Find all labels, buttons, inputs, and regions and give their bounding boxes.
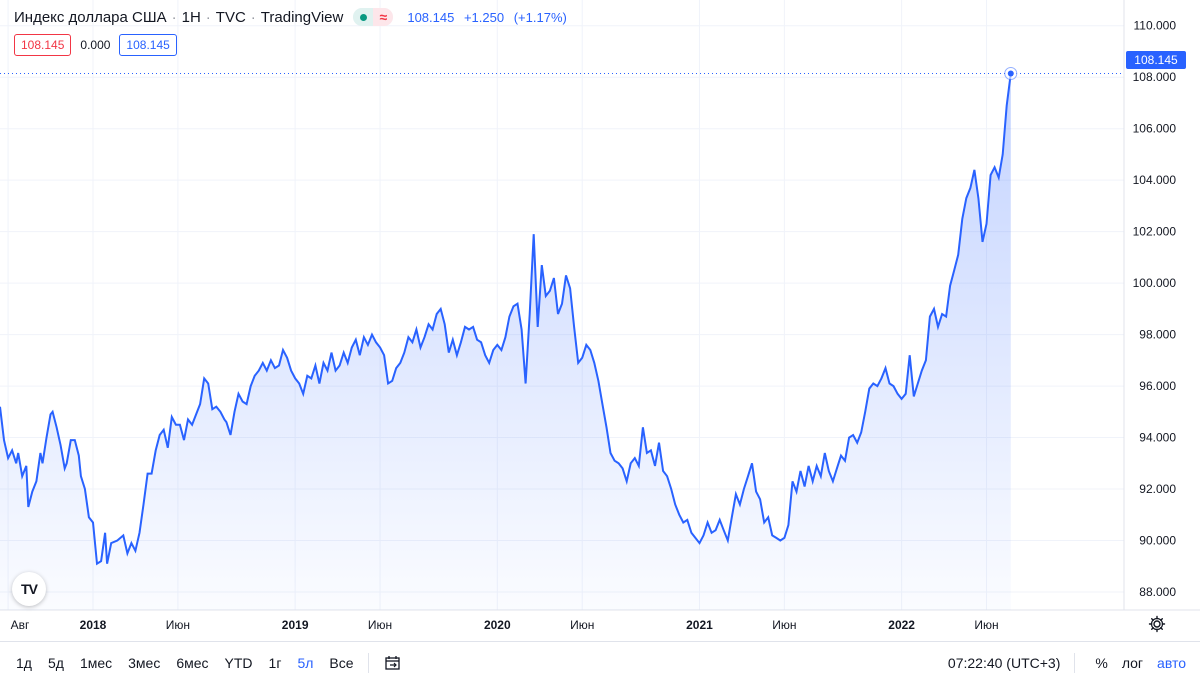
x-tick-label: 2019 bbox=[282, 618, 309, 632]
price-change: +1.250 bbox=[463, 9, 505, 25]
sell-price-box[interactable]: 108.145 bbox=[14, 34, 72, 56]
market-status[interactable]: ≈ bbox=[353, 8, 394, 26]
separator-dot: · bbox=[171, 8, 177, 26]
y-tick-label: 92.000 bbox=[1139, 482, 1176, 496]
timeframe-button[interactable]: 1д bbox=[16, 655, 32, 671]
bottom-right-controls: 07:22:40 (UTC+3) % лог авто bbox=[934, 642, 1186, 684]
y-tick-label: 88.000 bbox=[1139, 585, 1176, 599]
time-axis[interactable]: Авг 2018 Июн 2019 Июн 2020 Июн 2021 Июн 2022 Июн bbox=[11, 618, 999, 632]
last-point bbox=[1007, 70, 1014, 77]
y-tick-label: 100.000 bbox=[1133, 276, 1177, 290]
price-line bbox=[0, 73, 1012, 566]
price-boxes: 108.145 0.000 108.145 bbox=[14, 34, 177, 56]
logo-text: TV bbox=[21, 581, 38, 597]
last-price: 108.145 bbox=[407, 9, 455, 25]
separator-dot: · bbox=[205, 8, 211, 26]
separator-dot: · bbox=[250, 8, 256, 26]
spread-value: 0.000 bbox=[80, 38, 111, 52]
exchange: TVC bbox=[215, 8, 246, 26]
timeframe-button[interactable]: 6мес bbox=[176, 655, 209, 671]
y-tick-label: 104.000 bbox=[1133, 173, 1177, 187]
percent-scale-toggle[interactable]: % bbox=[1095, 655, 1108, 671]
symbol-name[interactable]: Индекс доллара США bbox=[14, 8, 167, 26]
price-change-percent: (+1.17%) bbox=[513, 9, 567, 25]
x-tick-label: Авг bbox=[11, 618, 30, 632]
x-tick-label: Июн bbox=[974, 618, 998, 632]
market-open-icon bbox=[353, 8, 374, 26]
x-tick-label: 2021 bbox=[686, 618, 713, 632]
timeframe-selector: 1д 5д 1мес 3мес 6мес YTD 1г 5л Все bbox=[8, 655, 362, 671]
y-tick-label: 102.000 bbox=[1133, 225, 1177, 239]
price-axis[interactable]: 110.000 108.000 106.000 104.000 102.000 100.0… bbox=[1133, 19, 1177, 599]
x-tick-label: 2018 bbox=[80, 618, 107, 632]
data-source: TradingView bbox=[260, 8, 344, 26]
delayed-data-icon: ≈ bbox=[373, 8, 394, 26]
buy-price-box[interactable]: 108.145 bbox=[119, 34, 177, 56]
bottom-toolbar: 1д 5д 1мес 3мес 6мес YTD 1г 5л Все 07:22:40 (UTC… bbox=[0, 641, 1200, 684]
x-tick-label: 2022 bbox=[888, 618, 915, 632]
timeframe-button[interactable]: 1г bbox=[268, 655, 282, 671]
timeframe-button[interactable]: 5д bbox=[47, 655, 64, 671]
y-tick-label: 108.000 bbox=[1133, 70, 1177, 84]
y-tick-label: 98.000 bbox=[1139, 328, 1176, 342]
date-range-icon[interactable] bbox=[383, 653, 403, 673]
chart[interactable]: 110.000 108.000 106.000 104.000 102.000 100.0… bbox=[0, 0, 1200, 641]
clock-timezone[interactable]: 07:22:40 (UTC+3) bbox=[947, 655, 1061, 671]
y-tick-label: 110.000 bbox=[1134, 19, 1177, 33]
divider bbox=[367, 653, 369, 673]
quote: 108.145 +1.250 (+1.17%) bbox=[407, 10, 573, 25]
timeframe-button[interactable]: 3мес bbox=[128, 655, 161, 671]
divider bbox=[1074, 653, 1076, 673]
y-tick-label: 96.000 bbox=[1139, 379, 1176, 393]
timeframe-button[interactable]: 1мес bbox=[79, 655, 113, 671]
x-tick-label: 2020 bbox=[484, 618, 511, 632]
chart-header: Индекс доллара США · 1Н · TVC · TradingV… bbox=[14, 6, 573, 28]
x-tick-label: Июн bbox=[368, 618, 392, 632]
x-tick-label: Июн bbox=[772, 618, 796, 632]
x-tick-label: Июн bbox=[570, 618, 594, 632]
y-tick-label: 94.000 bbox=[1139, 431, 1176, 445]
interval[interactable]: 1Н bbox=[181, 8, 201, 26]
tradingview-logo-icon[interactable]: TV bbox=[12, 572, 46, 606]
log-scale-toggle[interactable]: лог bbox=[1121, 655, 1144, 671]
x-tick-label: Июн bbox=[166, 618, 190, 632]
y-tick-label: 90.000 bbox=[1139, 534, 1176, 548]
area-fill bbox=[0, 73, 1011, 610]
y-tick-label: 106.000 bbox=[1133, 122, 1177, 136]
timeframe-button[interactable]: 5л bbox=[297, 655, 314, 671]
timeframe-button[interactable]: YTD bbox=[224, 655, 253, 671]
gear-icon[interactable] bbox=[1148, 615, 1166, 633]
timeframe-button[interactable]: Все bbox=[329, 655, 354, 671]
last-price-tag: 108.145 bbox=[1126, 51, 1186, 69]
auto-scale-toggle[interactable]: авто bbox=[1157, 655, 1186, 671]
